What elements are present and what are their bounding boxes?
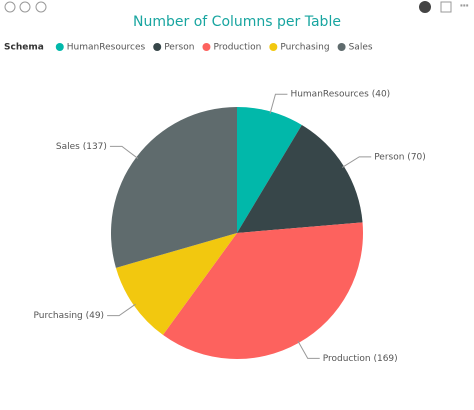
legend-title: Schema [4, 43, 44, 53]
legend-marker [337, 43, 346, 51]
pie-slice [162, 222, 363, 359]
toolbar-icons: ··· [4, 1, 469, 13]
legend-marker [153, 43, 162, 51]
data-label: Person (70) [374, 152, 426, 162]
pie-slice [237, 107, 302, 233]
data-label: Sales (137) [56, 142, 107, 152]
data-label: Production (169) [323, 354, 398, 364]
leader-line [269, 93, 288, 114]
legend-marker [55, 43, 64, 51]
leader-line [341, 156, 372, 168]
pie-slice [111, 107, 237, 268]
data-label: Purchasing (49) [33, 311, 104, 321]
svg-text:···: ··· [460, 2, 469, 12]
legend-label: Sales [349, 43, 373, 53]
leader-line [109, 145, 139, 159]
data-label: HumanResources (40) [290, 90, 390, 100]
legend-label: Person [164, 43, 194, 53]
legend-marker [269, 43, 278, 51]
legend-label: Production [213, 43, 261, 53]
legend-marker [202, 43, 211, 51]
leader-line [297, 340, 320, 359]
legend-label: Purchasing [280, 43, 329, 53]
leader-line [107, 303, 136, 317]
pie-slice [115, 233, 237, 335]
pie-slice [237, 124, 363, 233]
chart-title: Number of Columns per Table [133, 14, 341, 30]
legend-label: HumanResources [67, 43, 146, 53]
